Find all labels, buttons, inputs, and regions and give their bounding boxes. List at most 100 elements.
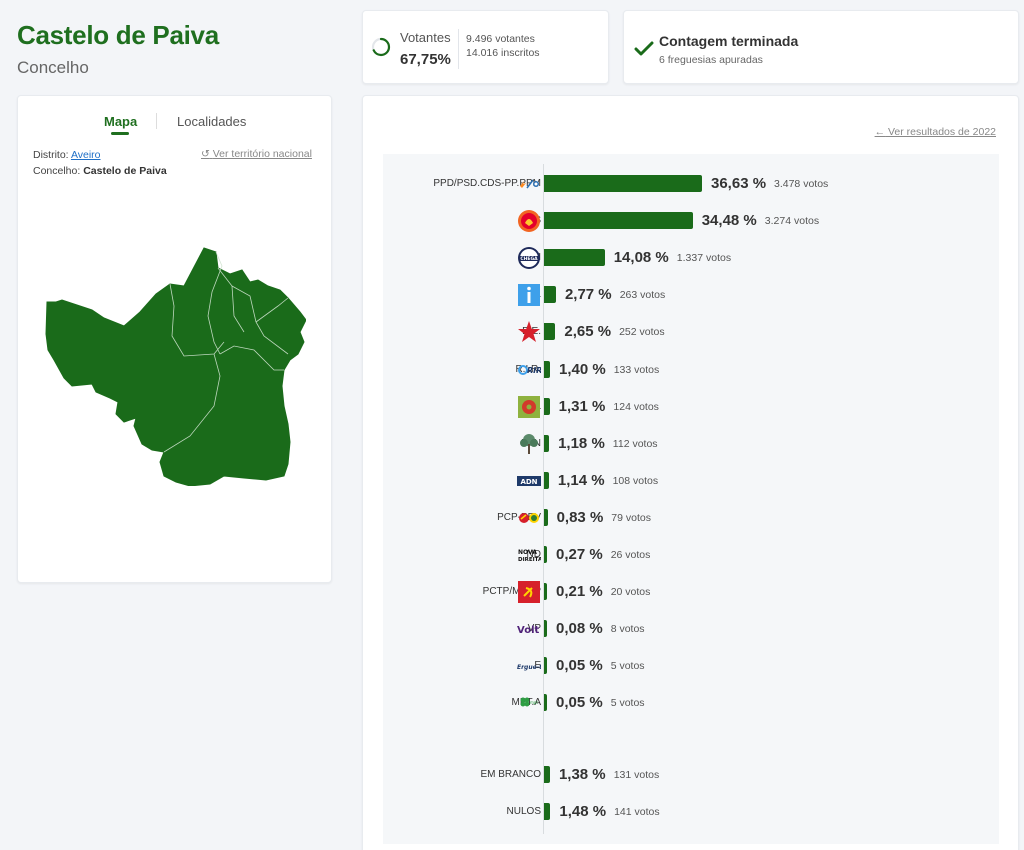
mpt-logo: mpt xyxy=(517,691,541,715)
page-subtitle: Concelho xyxy=(17,58,89,77)
result-row[interactable]: B.E.2,65 %252 votos xyxy=(383,319,999,345)
result-bar xyxy=(544,212,693,230)
result-percent: 1,48 % xyxy=(559,803,607,820)
district-line: Distrito: Aveiro xyxy=(33,149,101,161)
party-name: EM BRANCO xyxy=(480,769,541,780)
result-percent: 0,21 % xyxy=(556,583,603,601)
result-row[interactable]: VP Volt 0,08 % 8 votos xyxy=(383,616,999,642)
party-name: PPD/PSD.CDS-PP.PPM xyxy=(433,178,541,189)
previous-results-label: Ver resultados de 2022 xyxy=(888,126,996,138)
county-value: Castelo de Paiva xyxy=(83,165,167,177)
result-percent: 1,38 % xyxy=(558,766,606,783)
volt-logo: Volt xyxy=(517,617,541,641)
chart-axis xyxy=(543,164,544,834)
svg-text:Ergue-te: Ergue-te xyxy=(517,664,541,671)
result-votes: 5 votos xyxy=(610,697,645,710)
adn-logo: ADN xyxy=(517,469,541,493)
livre-logo xyxy=(517,395,541,419)
result-votes: 108 votos xyxy=(612,474,659,487)
result-votes: 112 votos xyxy=(612,437,658,450)
party-name: ND xyxy=(526,549,541,560)
result-bar xyxy=(544,249,605,267)
pan-logo xyxy=(517,432,541,456)
result-row[interactable]: NULOS 1,48 % 141 votos xyxy=(383,799,999,825)
svg-text:CHEGA: CHEGA xyxy=(520,256,538,262)
result-percent: 2,65 % xyxy=(564,323,612,341)
result-percent: 14,08 % xyxy=(613,249,669,267)
result-votes: 3.274 votos xyxy=(764,215,820,228)
result-percent: 0,83 % xyxy=(556,508,604,526)
result-votes: 3.478 votos xyxy=(774,178,829,190)
pctp-logo xyxy=(517,580,541,604)
district-link[interactable]: Aveiro xyxy=(70,149,101,161)
result-bar xyxy=(544,286,556,304)
result-row[interactable]: L1,31 %124 votos xyxy=(383,394,999,420)
county-label: Concelho: xyxy=(33,165,81,177)
result-row[interactable]: PAN1,18 %112 votos xyxy=(383,431,999,457)
result-bar xyxy=(544,434,550,452)
result-votes: 133 votos xyxy=(613,363,660,376)
party-name: PCTP/MRPP xyxy=(482,586,541,598)
svg-text:ADN: ADN xyxy=(520,478,537,486)
result-bar xyxy=(544,766,550,783)
ergue-te-logo: Ergue-te xyxy=(517,654,546,678)
result-row[interactable]: ADNADN1,14 %108 votos xyxy=(383,468,999,494)
result-row[interactable]: IL2,77 %263 votos xyxy=(383,282,999,308)
result-votes: 20 votos xyxy=(610,586,651,599)
result-row[interactable]: PPD/PSD.CDS-PP.PPM 36,63 % 3.478 votos xyxy=(383,171,999,197)
tab-localidades[interactable]: Localidades xyxy=(177,114,247,129)
result-row[interactable]: PS34,48 %3.274 votos xyxy=(383,208,999,234)
nd-logo: NOVA DIREITA xyxy=(517,543,543,567)
ad-logo xyxy=(517,172,541,196)
voters-card: Votantes 67,75% 9.496 votantes 14.016 in… xyxy=(362,10,609,84)
be-logo xyxy=(517,320,541,344)
svg-text:RIR: RIR xyxy=(527,366,541,375)
national-territory-link[interactable]: ↺ Ver território nacional xyxy=(201,148,312,160)
result-bar xyxy=(544,323,556,341)
result-bar xyxy=(544,360,550,378)
county-map[interactable] xyxy=(44,246,306,486)
result-percent: 1,18 % xyxy=(558,434,605,452)
result-votes: 141 votos xyxy=(614,806,660,818)
turnout-ring-icon xyxy=(371,37,391,57)
count-status-sub: 6 freguesias apuradas xyxy=(659,54,763,66)
chega-logo: CHEGA xyxy=(517,246,541,270)
result-row[interactable]: MPT.Ampt0,05 %5 votos xyxy=(383,690,999,716)
result-percent: 1,14 % xyxy=(557,471,605,489)
parish-borders xyxy=(163,251,289,453)
party-name: E xyxy=(534,660,541,672)
result-row[interactable]: ND NOVA DIREITA 0,27 % 26 votos xyxy=(383,542,999,568)
result-bar xyxy=(544,657,547,675)
svg-text:DIREITA: DIREITA xyxy=(518,557,541,563)
result-row[interactable]: R.I.R. RIR 1,40 % 133 votos xyxy=(383,357,999,383)
svg-text:mpt: mpt xyxy=(530,700,538,705)
count-status-card: Contagem terminada 6 freguesias apuradas xyxy=(623,10,1019,84)
previous-results-link[interactable]: ← Ver resultados de 2022 xyxy=(875,126,996,138)
party-name: NULOS xyxy=(506,806,541,817)
party-name: R.I.R. xyxy=(515,363,541,375)
tab-separator xyxy=(156,113,157,129)
result-votes: 263 votos xyxy=(619,289,666,302)
result-bar xyxy=(544,546,547,563)
result-votes: 1.337 votos xyxy=(676,252,732,265)
ps-logo xyxy=(517,209,541,233)
tab-mapa[interactable]: Mapa xyxy=(104,114,138,129)
county-line: Concelho: Castelo de Paiva xyxy=(33,165,167,177)
county-shape[interactable] xyxy=(45,247,306,486)
result-votes: 124 votos xyxy=(613,400,659,413)
result-row[interactable]: EM BRANCO 1,38 % 131 votos xyxy=(383,762,999,788)
party-name: VP xyxy=(527,623,541,635)
votantes-count: 9.496 votantes xyxy=(466,33,535,45)
result-row[interactable]: PCTP/MRPP 0,21 % 20 votos xyxy=(383,579,999,605)
result-bar xyxy=(544,175,702,192)
svg-text:Volt: Volt xyxy=(517,625,539,636)
voters-percent: 67,75% xyxy=(400,51,451,68)
result-row[interactable]: CHCHEGA14,08 %1.337 votos xyxy=(383,245,999,271)
result-row[interactable]: PCP-PEV0,83 %79 votos xyxy=(383,505,999,531)
page-title: Castelo de Paiva xyxy=(17,20,219,50)
result-bar xyxy=(544,508,548,526)
result-votes: 79 votos xyxy=(611,511,651,524)
result-votes: 131 votos xyxy=(613,769,660,781)
